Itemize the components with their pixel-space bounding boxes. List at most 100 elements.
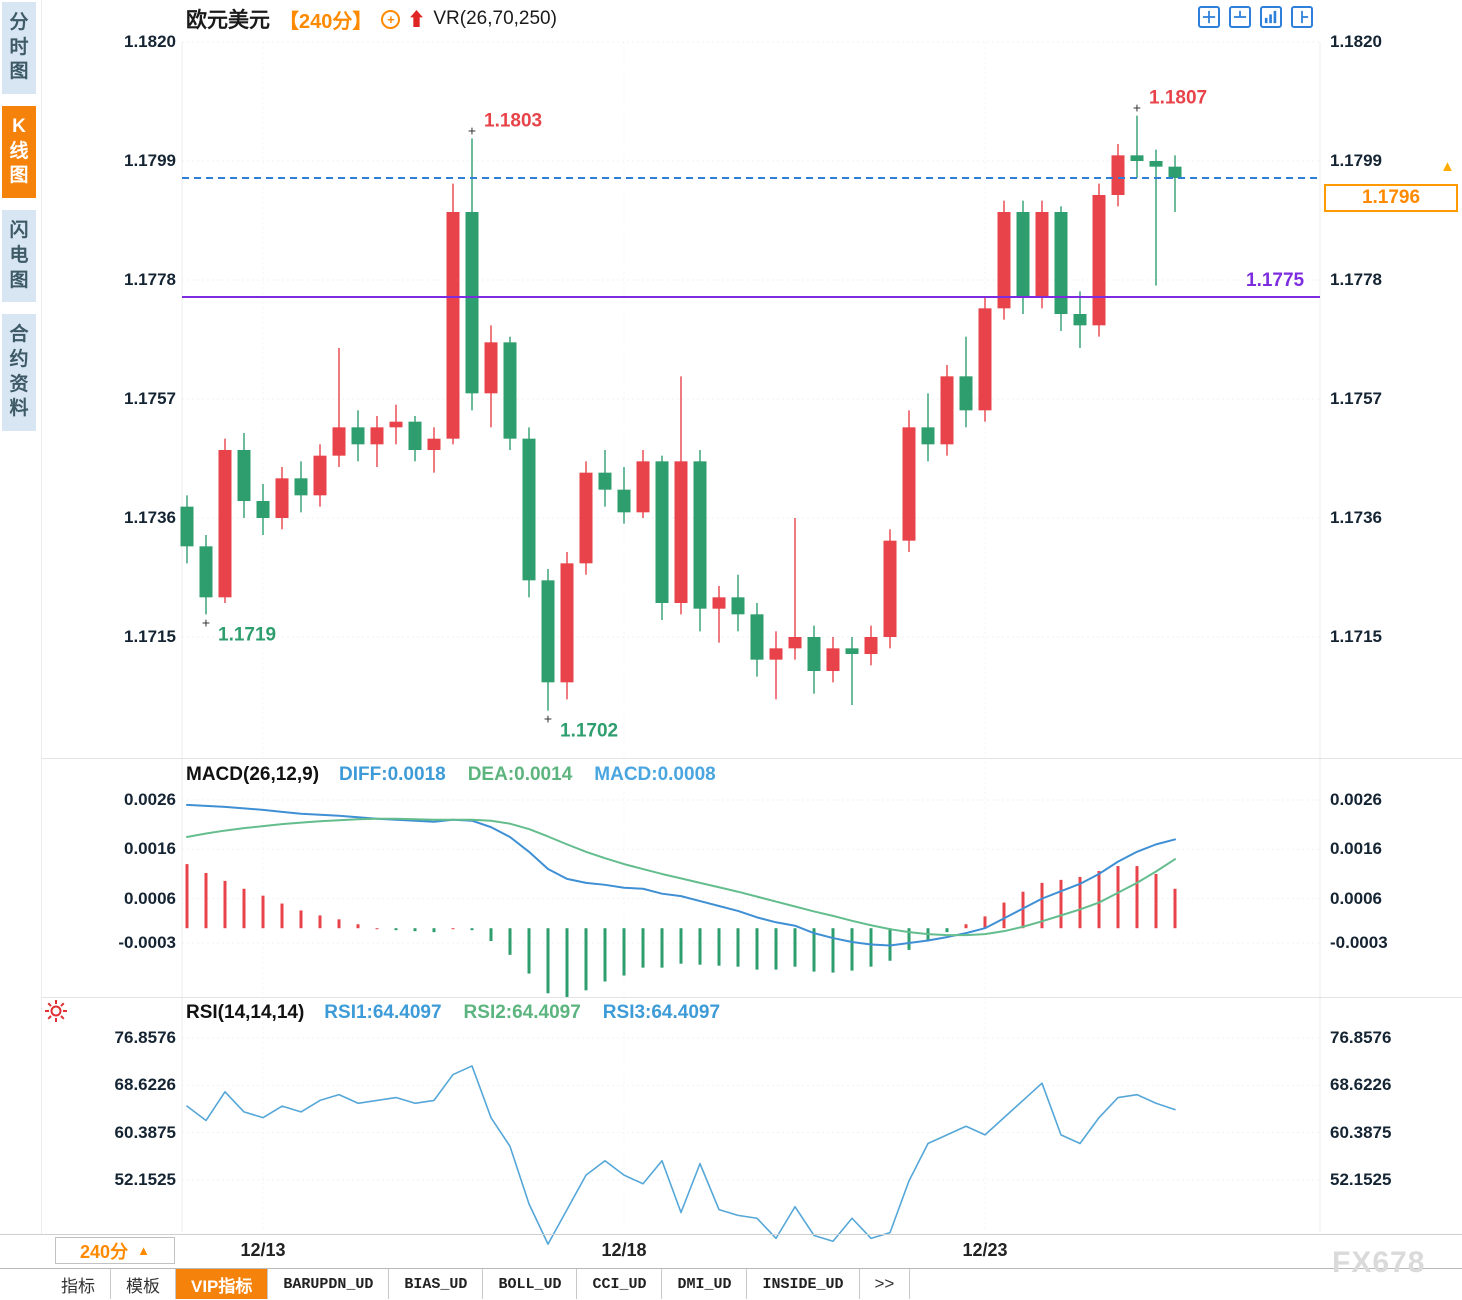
macd-histogram-bar <box>736 928 740 967</box>
bottom-tab-9[interactable]: INSIDE_UD <box>747 1269 860 1299</box>
macd-histogram-bar <box>451 928 455 930</box>
candle-body <box>788 637 802 649</box>
indicator-label: VR(26,70,250) <box>433 8 557 29</box>
sidebar-tab-4[interactable]: 合约资料 <box>2 314 36 431</box>
bottom-tab-5[interactable]: BIAS_UD <box>389 1269 484 1299</box>
candle-body <box>712 597 726 609</box>
macd-histogram-bar <box>204 872 208 929</box>
price-axis-label: 1.1778 <box>124 270 176 289</box>
bottom-tab-4[interactable]: BARUPDN_UD <box>268 1269 390 1299</box>
candle-body <box>826 648 840 671</box>
period-value: 240分 <box>80 1241 129 1262</box>
extreme-marker: + <box>1133 100 1141 116</box>
current-price-tag: 1.1796 <box>1324 184 1458 212</box>
macd-histogram-bar <box>185 864 189 929</box>
panel-divider <box>0 1234 1462 1235</box>
macd-histogram-bar <box>261 895 265 929</box>
bottom-tab-10[interactable]: >> <box>860 1269 911 1299</box>
add-indicator-icon[interactable]: + <box>381 9 401 29</box>
macd-histogram-bar <box>242 888 246 929</box>
macd-histogram-bar <box>907 928 911 950</box>
panel-divider <box>42 758 1462 759</box>
macd-histogram-bar <box>1116 866 1120 929</box>
layout-horizontal-split-icon[interactable] <box>1229 6 1251 28</box>
price-annotation: 1.1803 <box>484 110 542 131</box>
rsi-values: RSI1:64.4097 RSI2:64.4097 RSI3:64.4097 <box>324 1002 742 1024</box>
bottom-tab-2[interactable]: 模板 <box>111 1269 176 1299</box>
layout-grid-icon[interactable] <box>1198 6 1220 28</box>
settings-sun-icon[interactable] <box>44 999 68 1028</box>
macd-title: MACD(26,12,9) <box>186 764 320 785</box>
candle-body <box>750 614 764 660</box>
candle-body <box>1111 155 1125 195</box>
bottom-tab-8[interactable]: DMI_UD <box>662 1269 748 1299</box>
rsi-value-label: RSI3:64.4097 <box>602 1002 721 1023</box>
macd-histogram-bar <box>641 928 645 968</box>
bottom-tab-1[interactable]: 指标 <box>46 1269 111 1299</box>
macd-histogram-bar <box>1059 879 1063 929</box>
layout-chart-panel-icon[interactable] <box>1260 6 1282 28</box>
candle-body <box>883 540 897 637</box>
macd-histogram-bar <box>1154 873 1158 929</box>
layout-vertical-split-icon[interactable] <box>1291 6 1313 28</box>
macd-header: MACD(26,12,9) DIFF:0.0018 DEA:0.0014 MACD:… <box>186 764 738 786</box>
candle-body <box>332 427 346 456</box>
macd-axis-label: -0.0003 <box>1330 933 1388 952</box>
bottom-tab-6[interactable]: BOLL_UD <box>483 1269 578 1299</box>
price-axis-label: 1.1778 <box>1330 270 1382 289</box>
macd-histogram-bar <box>1021 891 1025 929</box>
macd-histogram-bar <box>679 928 683 964</box>
candle-body <box>1035 212 1049 297</box>
candle-body <box>959 376 973 411</box>
candle-body <box>560 563 574 683</box>
macd-axis-label: 0.0006 <box>124 888 176 908</box>
bottom-tab-3[interactable]: VIP指标 <box>176 1269 269 1299</box>
candle-body <box>1073 314 1087 326</box>
date-label: 12/18 <box>601 1240 647 1260</box>
macd-histogram-bar <box>356 924 360 929</box>
sidebar-tab-1[interactable]: 分时图 <box>2 2 36 95</box>
price-axis-label: 1.1736 <box>124 508 176 527</box>
period-selector[interactable]: 240分 ▲ <box>55 1237 175 1264</box>
symbol-name: 欧元美元 <box>186 9 270 32</box>
price-annotation: 1.1719 <box>218 624 276 645</box>
macd-value-label: DEA:0.0014 <box>467 764 573 785</box>
candle-body <box>1054 212 1068 314</box>
candle-body <box>655 461 669 603</box>
macd-histogram-bar <box>565 928 569 998</box>
macd-histogram-bar <box>527 928 531 974</box>
macd-histogram-bar <box>1135 866 1139 929</box>
candle-body <box>864 637 878 654</box>
price-annotation: 1.1702 <box>560 721 618 742</box>
indicator-tab-bar: 指标 模板 VIP指标 BARUPDN_UD BIAS_UD BOLL_UD CCI_UD D… <box>0 1268 1462 1299</box>
macd-histogram-bar <box>1173 888 1177 929</box>
price-annotation: 1.1807 <box>1149 88 1207 109</box>
candle-body <box>256 501 270 518</box>
view-mode-sidebar: 分时图 K线图闪电图合约资料 <box>2 2 40 431</box>
layout-icon-group <box>1198 6 1313 28</box>
macd-histogram-bar <box>375 928 379 930</box>
macd-histogram-bar <box>1002 902 1006 929</box>
macd-dea-line <box>186 817 1176 937</box>
watermark: FX678 <box>1332 1246 1426 1279</box>
macd-histogram-bar <box>622 928 626 976</box>
sidebar-tab-3[interactable]: 闪电图 <box>2 210 36 303</box>
candle-body <box>351 427 365 445</box>
rsi-value-label: RSI2:64.4097 <box>463 1002 581 1023</box>
rsi-line <box>186 1065 1176 1245</box>
macd-axis-label: 0.0016 <box>1330 839 1382 859</box>
macd-histogram-bar <box>470 928 474 931</box>
candle-body <box>180 506 194 547</box>
candle-body <box>484 342 498 394</box>
price-axis-label: 1.1757 <box>1330 389 1382 408</box>
candle-body <box>446 212 460 439</box>
macd-histogram-bar <box>337 919 341 929</box>
candle-body <box>427 438 441 450</box>
bottom-tab-7[interactable]: CCI_UD <box>577 1269 663 1299</box>
macd-histogram-bar <box>394 928 398 931</box>
extreme-marker: + <box>468 122 476 138</box>
sidebar-tab-2[interactable]: K线图 <box>2 106 36 199</box>
panel-divider <box>42 997 1462 998</box>
